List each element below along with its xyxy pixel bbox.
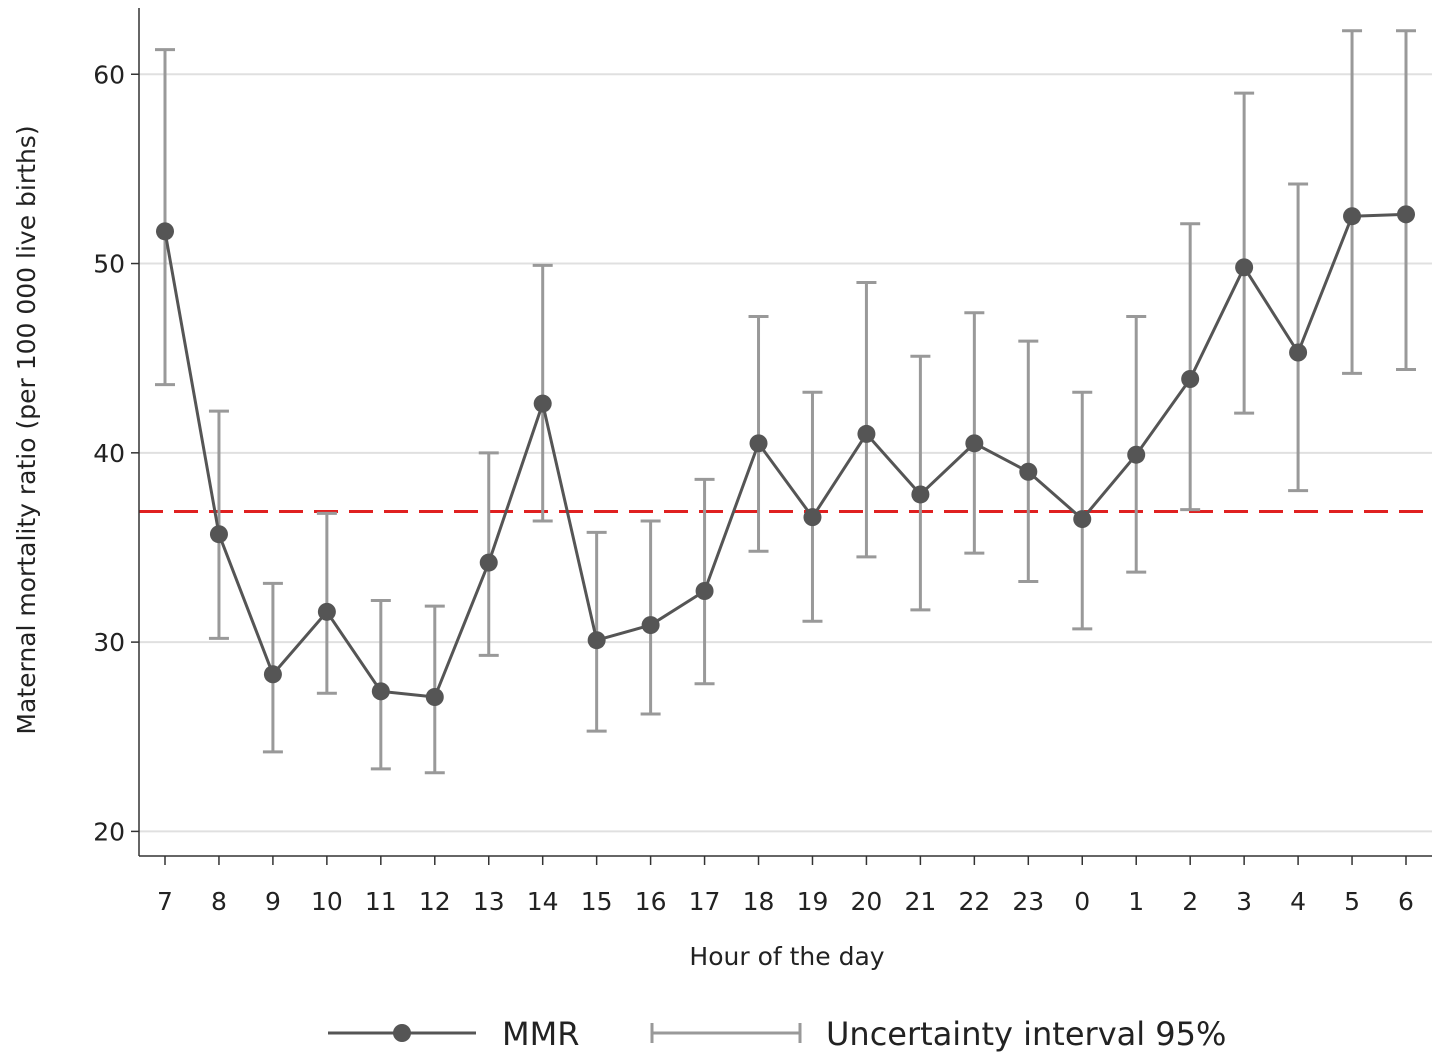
error-bar-3	[1234, 91, 1255, 415]
error-bar-4	[1288, 182, 1309, 493]
error-bar-22	[964, 311, 985, 555]
error-bar-14	[532, 263, 553, 523]
x-tick-label-17: 17	[689, 887, 721, 916]
error-bar-7	[155, 48, 175, 387]
x-tick-label-13: 13	[473, 887, 505, 916]
error-bar-20	[856, 280, 877, 559]
error-bar-17	[694, 477, 715, 686]
x-tick-label-5: 5	[1344, 887, 1360, 916]
mmr-point-20	[857, 424, 876, 443]
x-tick-label-0: 0	[1074, 887, 1090, 916]
mmr-point-18	[749, 434, 768, 453]
mmr-point-16	[641, 616, 660, 635]
x-tick-label-7: 7	[157, 887, 173, 916]
x-tick-label-12: 12	[419, 887, 451, 916]
y-tick-label-20: 20	[93, 817, 125, 846]
mmr-point-1	[1127, 445, 1146, 464]
mmr-series	[156, 205, 1415, 706]
mmr-point-4	[1289, 343, 1308, 362]
error-bar-2	[1180, 222, 1201, 512]
x-tick-label-19: 19	[797, 887, 829, 916]
mmr-point-23	[1019, 462, 1038, 481]
x-tick-label-10: 10	[311, 887, 343, 916]
mmr-point-8	[209, 525, 228, 544]
y-tick-label-30: 30	[93, 628, 125, 657]
mmr-point-15	[587, 631, 606, 650]
error-bar-18	[748, 315, 769, 553]
mmr-point-13	[479, 553, 498, 572]
mmr-point-0	[1073, 510, 1092, 529]
legend-mmr-label: MMR	[502, 1015, 579, 1053]
y-axis-title: Maternal mortality ratio (per 100 000 li…	[12, 125, 41, 734]
y-tick-label-40: 40	[93, 439, 125, 468]
x-tick-label-11: 11	[365, 887, 397, 916]
mmr-point-21	[911, 485, 930, 504]
y-tick-label-60: 60	[93, 60, 125, 89]
legend-ci-label: Uncertainty interval 95%	[826, 1015, 1226, 1053]
x-tick-label-23: 23	[1012, 887, 1044, 916]
legend-mmr-marker	[393, 1024, 411, 1042]
mmr-point-6	[1397, 205, 1415, 224]
mmr-point-17	[695, 582, 714, 600]
x-tick-label-4: 4	[1290, 887, 1306, 916]
x-tick-label-1: 1	[1128, 887, 1144, 916]
error-bar-6	[1396, 29, 1416, 372]
x-axis-title: Hour of the day	[689, 942, 884, 971]
mmr-point-9	[263, 665, 282, 684]
x-tick-label-6: 6	[1398, 887, 1414, 916]
x-tick-label-9: 9	[265, 887, 281, 916]
mmr-point-10	[317, 602, 336, 621]
error-bar-19	[802, 390, 823, 623]
mmr-point-11	[371, 682, 390, 701]
x-tick-label-18: 18	[743, 887, 775, 916]
error-bar-1	[1126, 315, 1147, 574]
y-tick-label-50: 50	[93, 250, 125, 279]
gridlines	[139, 73, 1432, 833]
x-tick-label-2: 2	[1182, 887, 1198, 916]
x-tick-label-15: 15	[581, 887, 613, 916]
x-tick-label-3: 3	[1236, 887, 1252, 916]
mmr-point-3	[1235, 258, 1254, 277]
mmr-point-2	[1181, 370, 1200, 388]
mmr-point-22	[965, 434, 984, 453]
mmr-point-14	[533, 394, 552, 413]
error-bar-23	[1018, 339, 1039, 584]
x-tick-label-22: 22	[958, 887, 990, 916]
mmr-point-5	[1343, 207, 1362, 226]
mmr-point-7	[156, 222, 174, 241]
legend: MMR Uncertainty interval 95%	[328, 1015, 1226, 1053]
error-bar-8	[208, 409, 229, 640]
x-tick-label-20: 20	[851, 887, 883, 916]
uncertainty-intervals	[155, 29, 1416, 775]
mmr-line	[163, 212, 1407, 699]
x-tick-label-8: 8	[211, 887, 227, 916]
axes	[131, 8, 1432, 865]
x-tick-label-21: 21	[904, 887, 936, 916]
error-bar-21	[910, 354, 931, 612]
x-tick-label-14: 14	[527, 887, 559, 916]
error-bar-5	[1342, 29, 1363, 375]
mmr-point-12	[425, 688, 444, 706]
mmr-point-19	[803, 508, 822, 527]
x-tick-label-16: 16	[635, 887, 667, 916]
